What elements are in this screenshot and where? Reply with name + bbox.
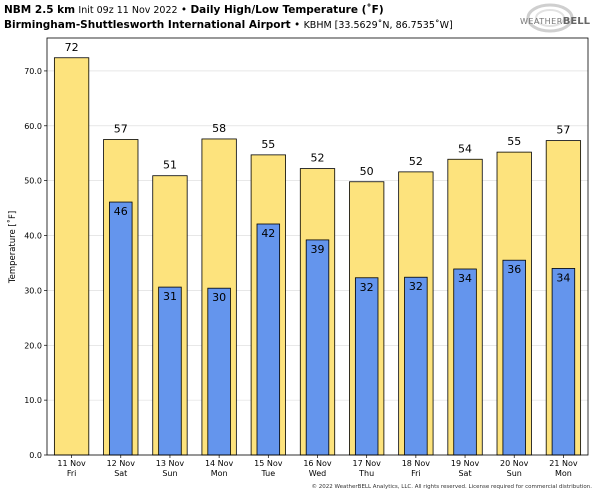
x-tick-label-day: Sat [114, 469, 127, 478]
bars [53, 57, 582, 456]
x-tick-label-date: 21 Nov [549, 459, 578, 468]
y-tick-label: 0.0 [29, 451, 42, 460]
low-temp-bar [354, 277, 379, 456]
chart-header: NBM 2.5 km Init 09z 11 Nov 2022 • Daily … [4, 3, 453, 33]
high-temp-bar [53, 57, 90, 456]
x-tick-label-day: Tue [260, 469, 275, 478]
low-temp-label: 42 [261, 227, 275, 240]
copyright-text: © 2022 WeatherBELL Analytics, LLC. All r… [311, 484, 592, 490]
x-tick-label-day: Sat [458, 469, 471, 478]
high-temp-label: 58 [212, 122, 226, 135]
high-temp-label: 55 [507, 135, 521, 148]
x-tick-label-day: Wed [309, 469, 326, 478]
low-temp-label: 34 [556, 271, 570, 284]
x-tick-label-day: Sun [162, 469, 177, 478]
low-temp-bar [109, 201, 133, 456]
high-temp-label: 50 [360, 165, 374, 178]
x-tick-label-day: Fri [67, 469, 77, 478]
low-temp-bar [207, 287, 231, 456]
init-time: Init 09z 11 Nov 2022 [78, 5, 178, 16]
y-axis: 0.0 10.0 20.0 30.0 40.0 50.0 60.0 70.0 [24, 67, 47, 460]
low-temp-label: 30 [212, 291, 226, 304]
logo-wordmark: WEATHERBELL [520, 16, 590, 27]
y-tick-label: 10.0 [24, 396, 42, 405]
x-tick-label-date: 15 Nov [254, 459, 283, 468]
weatherbell-logo [520, 2, 590, 36]
logo-swirl-icon [526, 3, 574, 33]
x-tick-label-date: 12 Nov [107, 459, 136, 468]
logo-text-big: BELL [562, 16, 590, 27]
y-axis-label: Temperature [˚F] [7, 211, 18, 284]
station-name: Birmingham-Shuttlesworth International A… [4, 19, 291, 31]
x-tick-label-day: Thu [358, 469, 374, 478]
high-temp-label: 72 [65, 41, 79, 54]
y-tick-label: 60.0 [24, 122, 42, 131]
y-tick-label: 20.0 [24, 341, 42, 350]
high-temp-label: 52 [409, 155, 423, 168]
low-temp-bar [551, 268, 576, 456]
y-tick-label: 70.0 [24, 67, 42, 76]
high-temp-label: 55 [261, 138, 275, 151]
low-temp-label: 36 [507, 263, 521, 276]
x-tick-label-day: Mon [555, 469, 572, 478]
x-tick-label-day: Fri [411, 469, 421, 478]
high-temp-label: 51 [163, 159, 177, 172]
high-temp-label: 57 [114, 123, 128, 136]
separator: • [294, 19, 301, 31]
x-tick-label-date: 17 Nov [353, 459, 382, 468]
y-tick-label: 50.0 [24, 177, 42, 186]
x-tick-label-date: 20 Nov [500, 459, 529, 468]
separator: • [180, 4, 188, 16]
low-temp-bar [453, 268, 477, 456]
high-temp-label: 52 [311, 152, 325, 165]
x-tick-label-date: 13 Nov [156, 459, 185, 468]
low-temp-bar [404, 276, 428, 456]
x-tick-label-date: 11 Nov [57, 459, 86, 468]
x-tick-label-date: 18 Nov [402, 459, 431, 468]
x-tick-label-date: 19 Nov [451, 459, 480, 468]
low-temp-label: 32 [360, 281, 374, 294]
x-tick-label-date: 16 Nov [303, 459, 332, 468]
logo-text-small: WEATHER [519, 17, 563, 26]
low-temp-label: 46 [114, 205, 128, 218]
low-temp-label: 31 [163, 290, 177, 303]
y-tick-label: 40.0 [24, 232, 42, 241]
x-tick-label-day: Sun [507, 469, 522, 478]
product-title: Daily High/Low Temperature (˚F) [190, 4, 384, 16]
high-temp-label: 57 [556, 124, 570, 137]
low-temp-bar [305, 239, 330, 456]
station-info: KBHM [33.5629˚N, 86.7535˚W] [303, 20, 453, 31]
x-tick-label-day: Mon [211, 469, 228, 478]
model-name: NBM 2.5 km [4, 4, 76, 16]
low-temp-label: 39 [311, 243, 325, 256]
low-temp-label: 34 [458, 272, 472, 285]
low-temp-bar [256, 223, 281, 456]
y-tick-label: 30.0 [24, 286, 42, 295]
header-line-1: NBM 2.5 km Init 09z 11 Nov 2022 • Daily … [4, 3, 453, 18]
low-temp-bar [502, 259, 526, 456]
x-tick-label-date: 14 Nov [205, 459, 234, 468]
low-temp-bar [158, 286, 182, 456]
low-temp-label: 32 [409, 280, 423, 293]
high-temp-label: 54 [458, 142, 472, 155]
data-labels: 72 57 46 51 31 58 30 55 42 52 39 50 32 52 32 54 34 55 36 57… [65, 41, 571, 304]
header-line-2: Birmingham-Shuttlesworth International A… [4, 18, 453, 33]
